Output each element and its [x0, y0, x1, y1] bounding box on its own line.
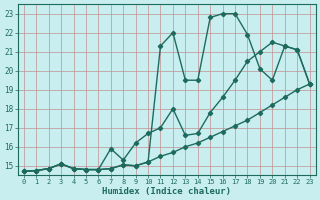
X-axis label: Humidex (Indice chaleur): Humidex (Indice chaleur) [102, 187, 231, 196]
